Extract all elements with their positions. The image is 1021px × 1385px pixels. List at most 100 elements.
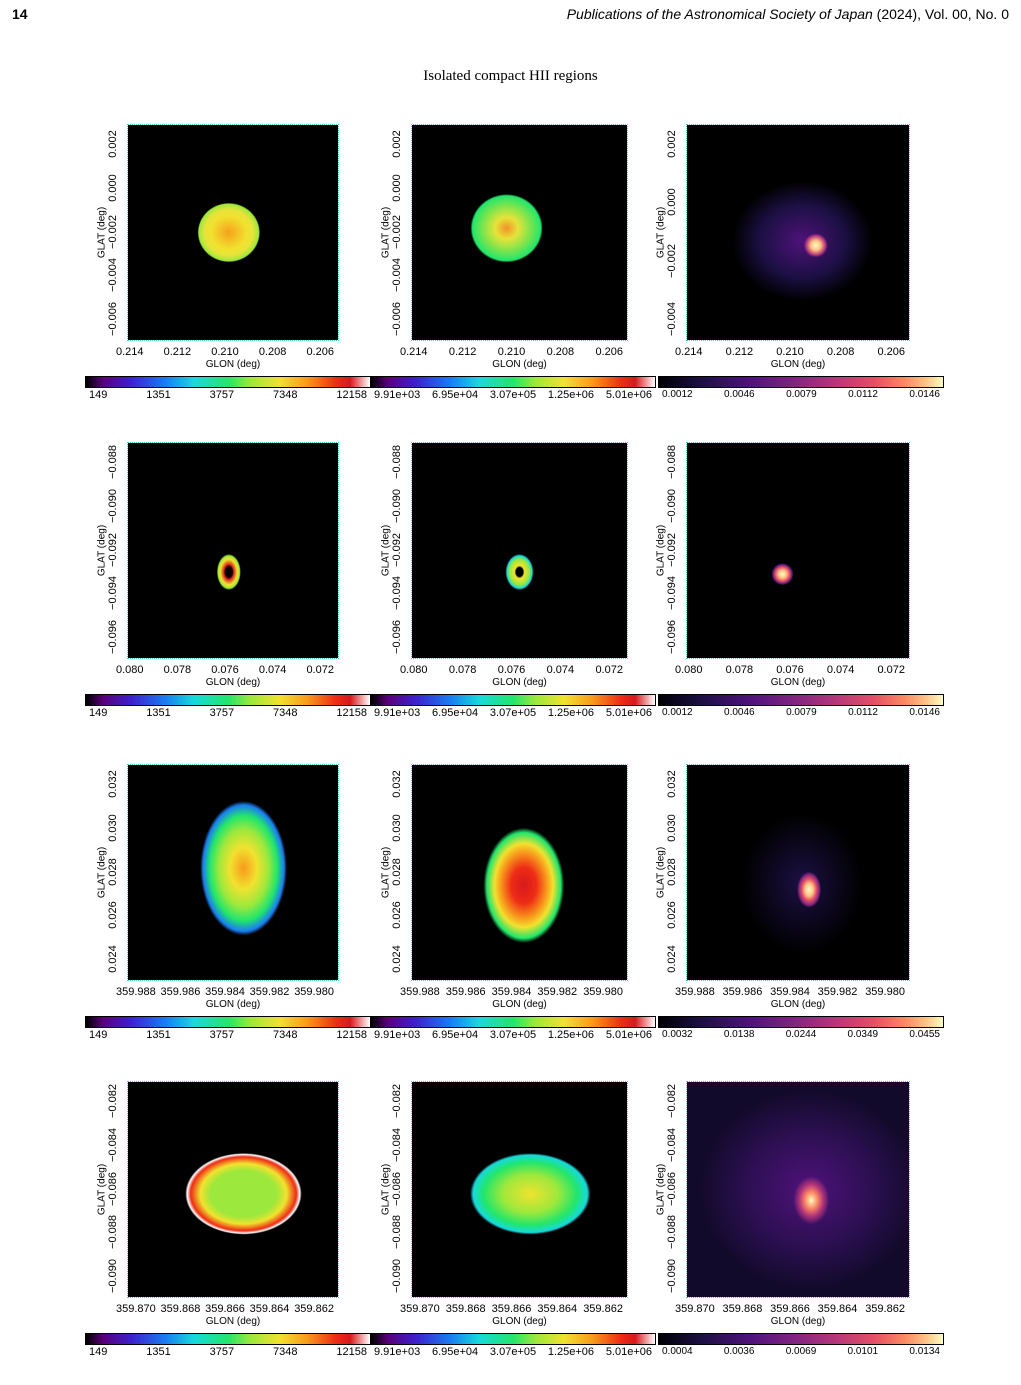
x-tick-label: 0.078 <box>448 664 477 676</box>
x-tick-label: 0.072 <box>877 664 905 676</box>
colorbar-tick-label: 3757 <box>209 707 235 719</box>
colorbar-tick-labels: 0.0004 0.0036 0.0069 0.0101 0.0134 <box>662 1346 940 1357</box>
colorbar-tick-label: 0.0069 <box>785 1346 817 1357</box>
colorbar-tick-label: 0.0004 <box>662 1346 693 1357</box>
x-tick-label: 0.074 <box>826 664 855 676</box>
x-tick-label: 0.212 <box>448 346 477 358</box>
y-tick-label: −0.006 <box>391 302 403 336</box>
colorbar-tick-label: 1351 <box>146 707 171 719</box>
y-tick-label: −0.090 <box>391 1259 403 1293</box>
colorbar-tick-label: 5.01e+06 <box>605 707 652 719</box>
colorbar-r2-c1 <box>85 694 371 706</box>
y-tick-label: −0.090 <box>666 488 678 523</box>
y-tick-label: 0.024 <box>666 945 678 973</box>
journal-meta: (2024), Vol. 00, No. 0 <box>872 6 1009 22</box>
colorbar-r4-c3 <box>658 1333 944 1345</box>
x-tick-label: 359.982 <box>249 986 290 998</box>
colorbar-tick-labels: 149 1351 3757 7348 12158 <box>89 389 367 401</box>
x-tick-labels: 359.988 359.986 359.984 359.982 359.980 <box>675 986 905 998</box>
colorbar-r2-c3 <box>658 694 944 706</box>
map-image-r1-c1 <box>127 124 339 341</box>
colorbar-tick-label: 0.0112 <box>848 707 878 718</box>
colorbar-tick-label: 6.95e+04 <box>431 707 479 719</box>
y-tick-label: 0.032 <box>107 770 119 798</box>
colorbar-tick-label: 0.0146 <box>909 389 940 400</box>
colorbar-r4-c2 <box>370 1333 656 1345</box>
y-tick-label: −0.086 <box>666 1171 678 1206</box>
x-tick-label: 359.980 <box>294 986 334 998</box>
colorbar-r3-c3 <box>658 1016 944 1028</box>
x-tick-label: 359.864 <box>537 1303 578 1315</box>
colorbar-tick-label: 12158 <box>336 1029 367 1041</box>
x-tick-labels: 0.214 0.212 0.210 0.208 0.206 <box>675 346 905 358</box>
x-tick-label: 0.080 <box>675 664 703 676</box>
y-tick-label: −0.002 <box>391 214 403 249</box>
colorbar-tick-label: 3.07e+05 <box>489 1346 537 1358</box>
map-image-r3-c2 <box>411 764 628 981</box>
y-axis-label: GLAT (deg) <box>655 206 667 258</box>
y-axis-label: GLAT (deg) <box>655 1163 667 1215</box>
x-tick-label: 359.980 <box>865 986 905 998</box>
colorbar-tick-label: 1351 <box>146 389 171 401</box>
x-tick-label: 359.868 <box>722 1303 763 1315</box>
colorbar-tick-label: 0.0349 <box>847 1029 879 1040</box>
colorbar-tick-label: 1351 <box>146 1029 171 1041</box>
colorbar-tick-label: 9.91e+03 <box>374 1346 421 1358</box>
x-tick-label: 0.080 <box>116 664 144 676</box>
x-tick-label: 359.988 <box>400 986 440 998</box>
colorbar-tick-label: 149 <box>89 1346 108 1358</box>
x-axis-label: GLON (deg) <box>492 1316 547 1327</box>
colorbar-tick-label: 3.07e+05 <box>489 707 537 719</box>
colorbar-tick-label: 7348 <box>273 1346 298 1358</box>
colorbar-tick-labels: 9.91e+03 6.95e+04 3.07e+05 1.25e+06 5.01e+06 <box>374 707 652 719</box>
y-tick-label: −0.092 <box>666 532 678 567</box>
x-tick-label: 0.206 <box>595 346 623 358</box>
colorbar-tick-labels: 0.0032 0.0138 0.0244 0.0349 0.0455 <box>662 1029 940 1040</box>
figure-title: Isolated compact HII regions <box>423 68 598 84</box>
x-tick-label: 0.208 <box>826 346 855 358</box>
x-tick-labels: 359.870 359.868 359.866 359.864 359.862 <box>675 1303 905 1315</box>
map-image-r4-c3 <box>686 1081 910 1298</box>
colorbar-r3-c2 <box>370 1016 656 1028</box>
y-tick-label: 0.000 <box>107 173 119 202</box>
x-tick-label: 0.208 <box>546 346 575 358</box>
x-tick-label: 0.212 <box>725 346 754 358</box>
map-image-r2-c1 <box>127 442 339 659</box>
colorbar-tick-label: 12158 <box>336 1346 367 1358</box>
y-tick-label: −0.086 <box>107 1171 119 1206</box>
x-tick-label: 359.870 <box>116 1303 156 1315</box>
colorbar-tick-label: 3757 <box>209 1346 235 1358</box>
colorbar-tick-label: 7348 <box>273 389 298 401</box>
y-tick-label: −0.004 <box>391 258 403 293</box>
y-axis-label: GLAT (deg) <box>655 846 667 898</box>
y-tick-label: −0.088 <box>391 445 403 479</box>
x-tick-label: 359.864 <box>817 1303 858 1315</box>
y-tick-label: −0.084 <box>666 1127 678 1162</box>
colorbar-tick-labels: 9.91e+03 6.95e+04 3.07e+05 1.25e+06 5.01e+06 <box>374 1346 652 1358</box>
x-tick-label: 359.984 <box>491 986 532 998</box>
x-tick-labels: 0.080 0.078 0.076 0.074 0.072 <box>400 664 623 676</box>
colorbar-tick-label: 3757 <box>209 389 235 401</box>
y-tick-label: 0.026 <box>391 901 403 930</box>
colorbar-tick-labels: 9.91e+03 6.95e+04 3.07e+05 1.25e+06 5.01e+06 <box>374 1029 652 1041</box>
x-tick-label: 359.868 <box>160 1303 201 1315</box>
y-tick-label: −0.082 <box>391 1084 403 1118</box>
colorbar-tick-label: 5.01e+06 <box>605 1346 652 1358</box>
y-tick-label: −0.094 <box>107 576 119 611</box>
y-tick-label: −0.090 <box>391 488 403 523</box>
y-tick-label: 0.000 <box>391 173 403 202</box>
colorbar-tick-label: 0.0036 <box>723 1346 755 1357</box>
colorbar-tick-label: 0.0079 <box>786 389 817 400</box>
x-tick-label: 0.078 <box>725 664 754 676</box>
colorbar-tick-labels: 149 1351 3757 7348 12158 <box>89 1346 367 1358</box>
y-tick-label: −0.084 <box>107 1127 119 1162</box>
x-tick-label: 0.080 <box>400 664 428 676</box>
x-tick-labels: 0.080 0.078 0.076 0.074 0.072 <box>116 664 334 676</box>
x-tick-label: 0.210 <box>211 346 239 358</box>
y-tick-label: −0.096 <box>107 620 119 654</box>
y-axis-label: GLAT (deg) <box>96 206 108 258</box>
map-image-r4-c1 <box>127 1081 339 1298</box>
y-tick-label: −0.002 <box>666 243 678 278</box>
y-tick-label: −0.092 <box>391 532 403 567</box>
colorbar-tick-label: 7348 <box>273 707 298 719</box>
